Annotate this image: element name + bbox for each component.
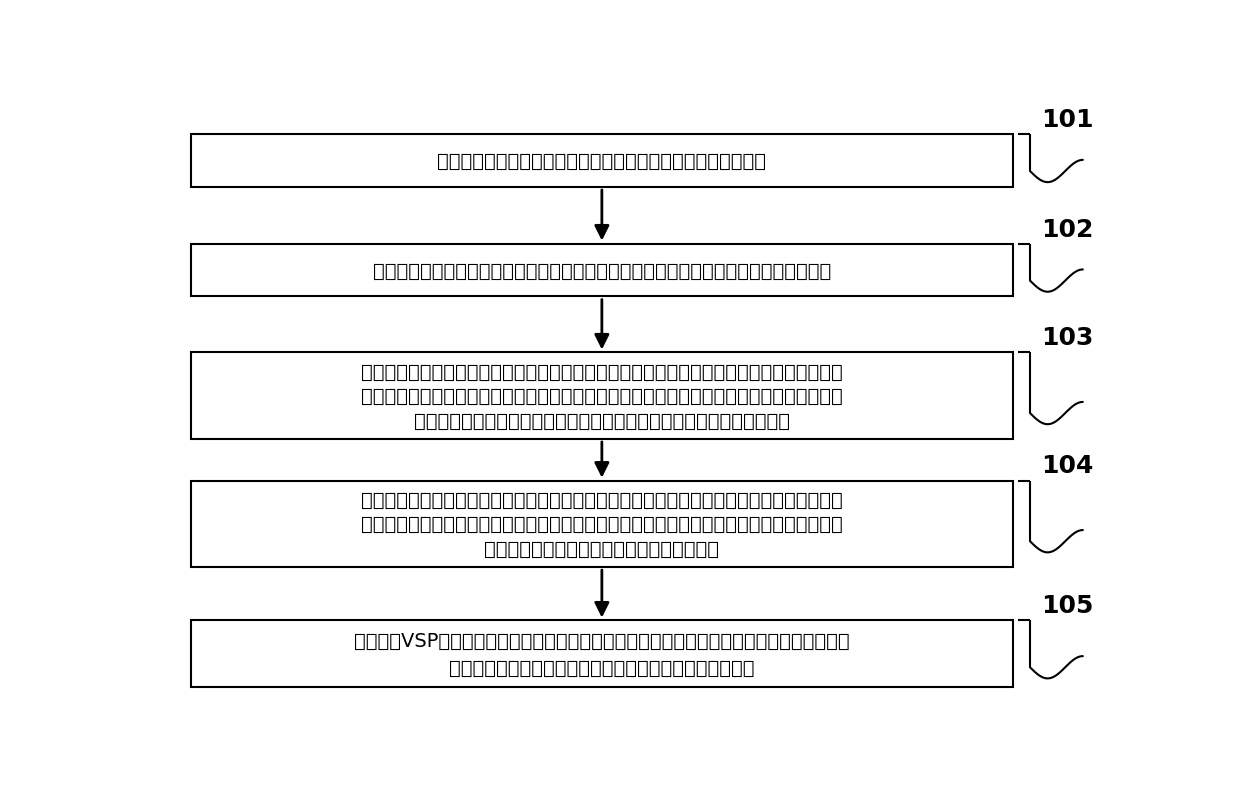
FancyBboxPatch shape <box>191 353 1013 439</box>
FancyBboxPatch shape <box>191 621 1013 687</box>
Text: 对实测的声波测井信号进行滤波处理，获得测井频带下的层速度: 对实测的声波测井信号进行滤波处理，获得测井频带下的层速度 <box>438 152 766 171</box>
Text: 105: 105 <box>1042 593 1094 618</box>
Text: 最小的速度值，所述速度值即为满足速度频散关系的地震尺度下的层速度: 最小的速度值，所述速度值即为满足速度频散关系的地震尺度下的层速度 <box>414 411 790 430</box>
Text: 根据所述测井频带下的层速度及对应的已知品质因子确定岩石物理统计关系中的相关系数: 根据所述测井频带下的层速度及对应的已知品质因子确定岩石物理统计关系中的相关系数 <box>373 261 831 280</box>
Text: 点数确定当前位置处地震尺度粗化后的层速度: 点数确定当前位置处地震尺度粗化后的层速度 <box>485 540 719 558</box>
Text: 所述测井频带下的层速度作为搜索起点并依次减小，在一定范围内寻找到使第一目标函数达到: 所述测井频带下的层速度作为搜索起点并依次减小，在一定范围内寻找到使第一目标函数达… <box>361 387 843 406</box>
FancyBboxPatch shape <box>191 481 1013 568</box>
Text: 104: 104 <box>1042 454 1094 478</box>
Text: 102: 102 <box>1042 218 1094 242</box>
Text: 103: 103 <box>1042 326 1094 350</box>
FancyBboxPatch shape <box>191 135 1013 188</box>
Text: 利用实际VSP资料中的初至旅行时间对所述当前位置处地震尺度粗化后的层速度进行校正，获: 利用实际VSP资料中的初至旅行时间对所述当前位置处地震尺度粗化后的层速度进行校正… <box>355 631 849 650</box>
Text: 根据所述测井频带下的层速度以及所述岩石物理统计关系中的相关系数建立第一目标函数，将: 根据所述测井频带下的层速度以及所述岩石物理统计关系中的相关系数建立第一目标函数，… <box>361 362 843 381</box>
FancyBboxPatch shape <box>191 244 1013 297</box>
Text: 处尺度粗化窗口的样点数；并根据所述满足速度频散关系的地震尺度下的层速度以及对应的样: 处尺度粗化窗口的样点数；并根据所述满足速度频散关系的地震尺度下的层速度以及对应的… <box>361 515 843 534</box>
Text: 101: 101 <box>1042 108 1094 132</box>
Text: 确定当前位置处的尺度粗化窗口长度，利用所述当前位置处的尺度粗化窗口长度获得当前位置: 确定当前位置处的尺度粗化窗口长度，利用所述当前位置处的尺度粗化窗口长度获得当前位… <box>361 490 843 509</box>
Text: 得准确反映地震波传播旅行时间信息的地震尺度下的层速度: 得准确反映地震波传播旅行时间信息的地震尺度下的层速度 <box>449 658 755 677</box>
